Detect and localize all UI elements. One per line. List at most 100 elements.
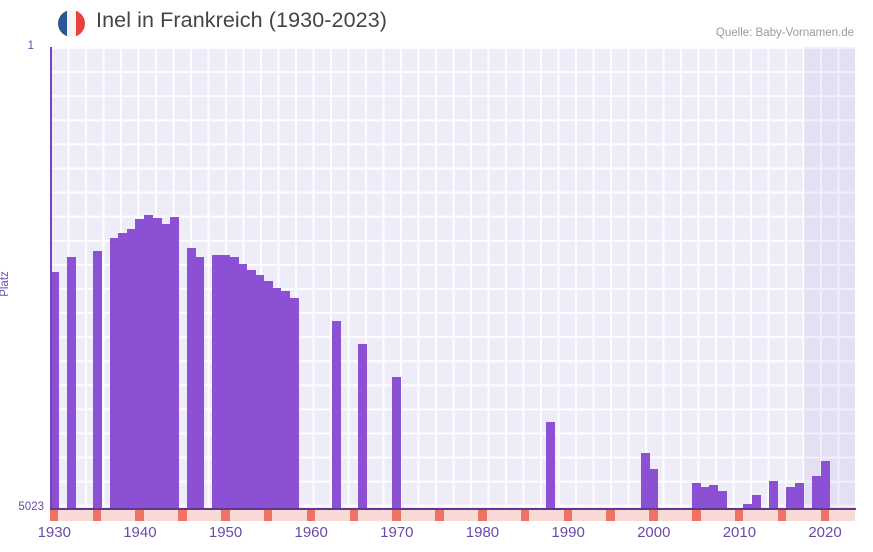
bar-1953[interactable]	[246, 269, 256, 509]
x-tick-1952	[238, 510, 248, 521]
x-tick-1934	[84, 510, 94, 521]
x-tick-1947	[195, 510, 205, 521]
bar-series	[50, 47, 855, 509]
bar-1963[interactable]	[332, 320, 342, 509]
y-axis-title: Platz	[0, 271, 11, 297]
bar-2006[interactable]	[700, 487, 710, 509]
x-tick-1936	[101, 510, 111, 521]
grid-lines	[50, 47, 855, 509]
bar-1966[interactable]	[358, 343, 368, 509]
x-tick-1981	[486, 510, 496, 521]
bar-2017[interactable]	[794, 482, 804, 509]
x-tick-1986	[529, 510, 539, 521]
bar-1956[interactable]	[272, 287, 282, 509]
x-tick-1957	[281, 510, 290, 521]
x-tick-2008	[717, 510, 727, 521]
flag-stripe-white	[67, 10, 76, 37]
flag-stripe-blue	[58, 10, 67, 37]
x-tick-1995	[606, 510, 616, 521]
x-tick-1944	[169, 510, 179, 521]
bar-2000[interactable]	[649, 469, 659, 509]
bar-1940[interactable]	[135, 218, 145, 509]
bar-2016[interactable]	[786, 487, 796, 509]
bar-1930[interactable]	[50, 272, 59, 509]
x-tick-1963	[332, 510, 342, 521]
bar-1952[interactable]	[238, 264, 248, 509]
x-axis-label-1990: 1990	[551, 524, 585, 541]
x-axis-line	[50, 508, 856, 510]
x-tick-2009	[726, 510, 736, 521]
bar-2005[interactable]	[692, 483, 702, 509]
x-tick-1948	[203, 510, 213, 521]
bar-2012[interactable]	[752, 495, 762, 509]
x-axis-label-2020: 2020	[808, 524, 842, 541]
x-tick-1960	[306, 510, 316, 521]
x-tick-1984	[512, 510, 522, 521]
x-axis-label-1930: 1930	[37, 524, 71, 541]
flag-stripe-red	[76, 10, 85, 37]
x-tick-1978	[460, 510, 470, 521]
bar-1950[interactable]	[221, 255, 231, 509]
bar-1988[interactable]	[546, 422, 556, 509]
bar-1999[interactable]	[640, 452, 650, 509]
bar-2014[interactable]	[769, 481, 779, 509]
bar-1942[interactable]	[152, 217, 162, 509]
bar-1946[interactable]	[186, 247, 196, 509]
x-tick-1950	[221, 510, 231, 521]
bar-2019[interactable]	[811, 475, 821, 509]
bar-1958[interactable]	[289, 298, 299, 509]
x-tick-1939	[126, 510, 136, 521]
x-tick-2010	[734, 510, 744, 521]
bar-1943[interactable]	[161, 224, 171, 509]
bar-2007[interactable]	[709, 485, 719, 509]
bar-1938[interactable]	[118, 233, 128, 509]
bar-1951[interactable]	[229, 257, 239, 509]
bar-2008[interactable]	[717, 490, 727, 509]
x-tick-1982	[495, 510, 505, 521]
x-tick-2022	[837, 510, 847, 521]
bar-1937[interactable]	[109, 238, 119, 509]
x-tick-1930	[49, 510, 59, 521]
x-tick-2005	[692, 510, 702, 521]
bar-1970[interactable]	[392, 376, 402, 509]
bar-1944[interactable]	[169, 217, 179, 509]
x-tick-1951	[229, 510, 239, 521]
x-tick-2004	[683, 510, 693, 521]
plot-area	[50, 47, 855, 509]
chart-title: Inel in Frankreich (1930-2023)	[96, 8, 388, 32]
x-tick-2007	[709, 510, 719, 521]
bar-1939[interactable]	[126, 229, 136, 509]
bar-1954[interactable]	[255, 275, 265, 509]
bar-1935[interactable]	[92, 251, 102, 509]
x-tick-1958	[289, 510, 299, 521]
bar-2020[interactable]	[820, 460, 830, 509]
y-axis-min-label: 5023	[18, 501, 44, 513]
bar-1957[interactable]	[281, 291, 290, 509]
x-tick-2001	[657, 510, 667, 521]
x-tick-1949	[212, 510, 222, 521]
x-tick-1991	[572, 510, 582, 521]
bar-1955[interactable]	[263, 280, 273, 509]
x-tick-2016	[786, 510, 796, 521]
bar-2011[interactable]	[743, 504, 753, 509]
x-tick-1969	[383, 510, 393, 521]
x-tick-1971	[400, 510, 410, 521]
x-tick-1953	[246, 510, 256, 521]
x-tick-1998	[632, 510, 642, 521]
bar-1947[interactable]	[195, 257, 205, 509]
x-tick-1996	[614, 510, 624, 521]
x-tick-2021	[829, 510, 839, 521]
x-tick-1942	[152, 510, 162, 521]
x-tick-2011	[743, 510, 753, 521]
bar-1941[interactable]	[143, 215, 153, 509]
source-attribution: Quelle: Baby-Vornamen.de	[715, 27, 854, 39]
x-tick-1990	[563, 510, 573, 521]
bar-1949[interactable]	[212, 255, 222, 509]
y-axis-max-label: 1	[27, 40, 34, 52]
x-tick-2013	[760, 510, 770, 521]
bar-1932[interactable]	[66, 257, 76, 509]
x-tick-2023	[846, 510, 856, 521]
x-axis-label-1950: 1950	[208, 524, 243, 541]
x-tick-1987	[537, 510, 547, 521]
x-tick-1997	[623, 510, 633, 521]
